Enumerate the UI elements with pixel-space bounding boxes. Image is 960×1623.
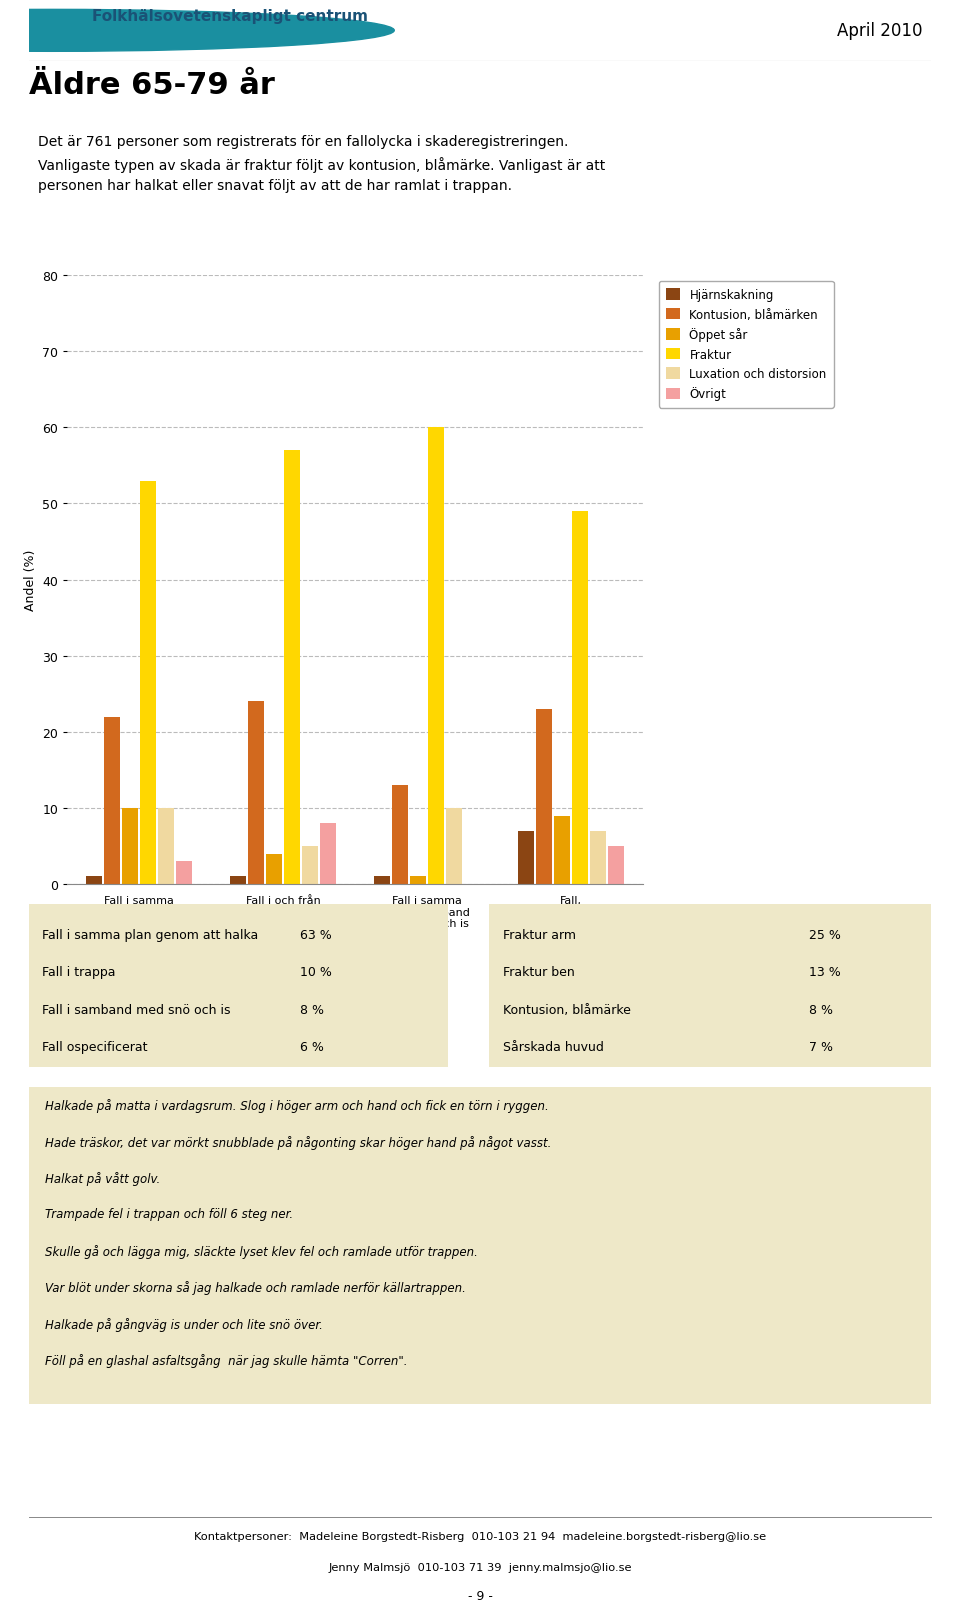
Text: - 9 -: - 9 -	[468, 1589, 492, 1602]
Bar	[320, 823, 336, 885]
Text: Folkhälsovetenskapligt centrum: Folkhälsovetenskapligt centrum	[92, 10, 368, 24]
Bar	[373, 876, 391, 885]
Text: i Östergötland: i Östergötland	[92, 31, 166, 42]
Bar	[589, 831, 607, 885]
Text: Trampade fel i trappan och föll 6 steg ner.: Trampade fel i trappan och föll 6 steg n…	[45, 1208, 293, 1220]
Legend: Hjärnskakning, Kontusion, blåmärken, Öppet sår, Fraktur, Luxation och distorsion: Hjärnskakning, Kontusion, blåmärken, Öpp…	[659, 282, 833, 409]
Bar	[445, 808, 463, 885]
Text: Sårskada huvud: Sårskada huvud	[503, 1040, 604, 1053]
FancyBboxPatch shape	[29, 904, 448, 1068]
Bar	[536, 709, 552, 885]
Bar	[86, 876, 103, 885]
Text: 10 %: 10 %	[300, 966, 331, 979]
Bar	[572, 511, 588, 885]
Text: April 2010: April 2010	[837, 23, 923, 41]
Text: 8 %: 8 %	[809, 1003, 833, 1016]
Bar	[301, 847, 319, 885]
Text: 63 %: 63 %	[300, 928, 331, 941]
Bar	[608, 847, 624, 885]
Text: Hade träskor, det var mörkt snubblade på någonting skar höger hand på något vass: Hade träskor, det var mörkt snubblade på…	[45, 1134, 551, 1149]
Text: Halkade på gångväg is under och lite snö över.: Halkade på gångväg is under och lite snö…	[45, 1316, 323, 1331]
Text: Fall ospecificerat: Fall ospecificerat	[42, 1040, 148, 1053]
Bar	[176, 862, 192, 885]
Text: Det är 761 personer som registrerats för en fallolycka i skaderegistreringen.
Va: Det är 761 personer som registrerats för…	[38, 135, 606, 193]
Bar	[122, 808, 138, 885]
Text: Halkade på matta i vardagsrum. Slog i höger arm och hand och fick en törn i rygg: Halkade på matta i vardagsrum. Slog i hö…	[45, 1099, 549, 1112]
Text: Fall i trappa: Fall i trappa	[42, 966, 116, 979]
Text: Fall i samma plan genom att halka: Fall i samma plan genom att halka	[42, 928, 258, 941]
Text: 25 %: 25 %	[809, 928, 841, 941]
Text: Skulle gå och lägga mig, släckte lyset klev fel och ramlade utför trappen.: Skulle gå och lägga mig, släckte lyset k…	[45, 1245, 478, 1258]
Text: 8 %: 8 %	[300, 1003, 324, 1016]
FancyBboxPatch shape	[489, 904, 931, 1068]
Text: Var blöt under skorna så jag halkade och ramlade nerför källartrappen.: Var blöt under skorna så jag halkade och…	[45, 1281, 466, 1295]
Text: Fraktur ben: Fraktur ben	[503, 966, 574, 979]
Text: Kontaktpersoner:  Madeleine Borgstedt-Risberg  010-103 21 94  madeleine.borgsted: Kontaktpersoner: Madeleine Borgstedt-Ris…	[194, 1530, 766, 1540]
Text: Äldre 65-79 år: Äldre 65-79 år	[29, 71, 275, 101]
Text: Halkat på vått golv.: Halkat på vått golv.	[45, 1172, 160, 1185]
Text: Fall i samband med snö och is: Fall i samband med snö och is	[42, 1003, 230, 1016]
Circle shape	[0, 10, 395, 52]
Text: Jenny Malmsjö  010-103 71 39  jenny.malmsjo@lio.se: Jenny Malmsjö 010-103 71 39 jenny.malmsj…	[328, 1561, 632, 1573]
Y-axis label: Andel (%): Andel (%)	[24, 550, 36, 610]
Bar	[248, 701, 264, 885]
Bar	[266, 854, 282, 885]
Bar	[284, 451, 300, 885]
Bar	[392, 786, 408, 885]
Bar	[157, 808, 175, 885]
Text: Kontusion, blåmärke: Kontusion, blåmärke	[503, 1003, 631, 1016]
Bar	[104, 717, 121, 885]
FancyBboxPatch shape	[29, 1087, 931, 1404]
Text: Fraktur arm: Fraktur arm	[503, 928, 576, 941]
Text: Föll på en glashal asfaltsgång  när jag skulle hämta "Corren".: Föll på en glashal asfaltsgång när jag s…	[45, 1354, 408, 1367]
Bar	[554, 816, 570, 885]
Text: 13 %: 13 %	[809, 966, 841, 979]
Bar	[428, 428, 444, 885]
Bar	[140, 482, 156, 885]
Bar	[229, 876, 247, 885]
Text: 7 %: 7 %	[809, 1040, 833, 1053]
Bar	[517, 831, 535, 885]
Text: 6 %: 6 %	[300, 1040, 324, 1053]
Bar	[410, 876, 426, 885]
